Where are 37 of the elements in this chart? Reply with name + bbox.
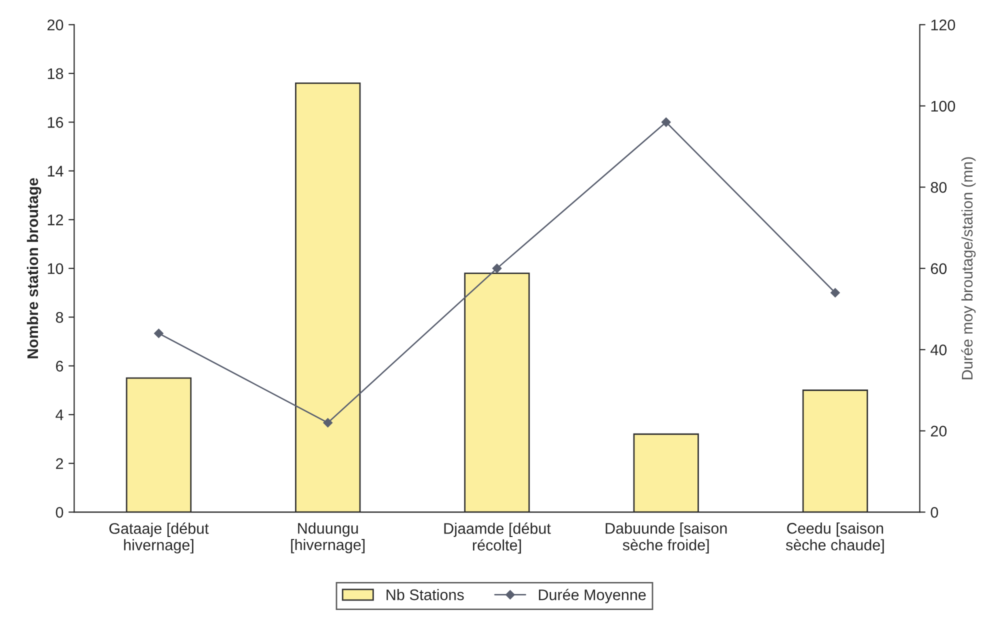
point: [154, 328, 164, 338]
bar: [633, 433, 699, 512]
y2-tick-label: 40: [930, 344, 947, 356]
x-tick-label: Gataaje [début hivernage]: [109, 522, 209, 554]
y-tick-label: 10: [48, 263, 64, 274]
y2-tick-label: 120: [931, 20, 956, 30]
y-tick-label: 8: [56, 312, 64, 323]
point: [323, 418, 332, 428]
y-tick-label: 6: [56, 360, 64, 372]
legend-label: Nb Stations: [386, 589, 464, 600]
x-tick-label: Djaamde [début récolte]: [444, 522, 551, 554]
y2-tick-label: 80: [930, 182, 947, 193]
x-tick-label: Nduungu [hivernage]: [291, 522, 365, 554]
y2-axis-title: Durée moy broutage/station (mn): [961, 157, 976, 380]
y2-tick-label: 20: [930, 426, 947, 437]
y-tick-label: 14: [48, 166, 64, 176]
y-tick-label: 16: [48, 117, 64, 128]
y-tick-label: 0: [56, 506, 64, 518]
y-axis-title: Nombre station broutage: [26, 178, 42, 358]
y-tick-label: 18: [48, 68, 64, 80]
y2-tick-label: 100: [931, 100, 956, 112]
y-tick-label: 20: [48, 20, 64, 30]
bar: [126, 377, 192, 512]
point: [492, 264, 502, 274]
bar: [464, 272, 530, 512]
point: [661, 118, 671, 127]
y-tick-label: 12: [48, 214, 63, 226]
y2-tick-label: 0: [930, 506, 938, 518]
bar: [802, 390, 868, 512]
x-tick-label: Ceedu [saison sèche chaude]: [786, 522, 884, 554]
x-tick-label: Dabuunde [saison sèche froide]: [606, 522, 727, 554]
point: [830, 288, 840, 298]
y2-tick-label: 60: [930, 263, 947, 274]
y-tick-label: 4: [56, 410, 64, 420]
y-tick-label: 2: [56, 458, 63, 469]
bar: [295, 82, 361, 512]
legend-label: Durée Moyenne: [538, 588, 646, 604]
